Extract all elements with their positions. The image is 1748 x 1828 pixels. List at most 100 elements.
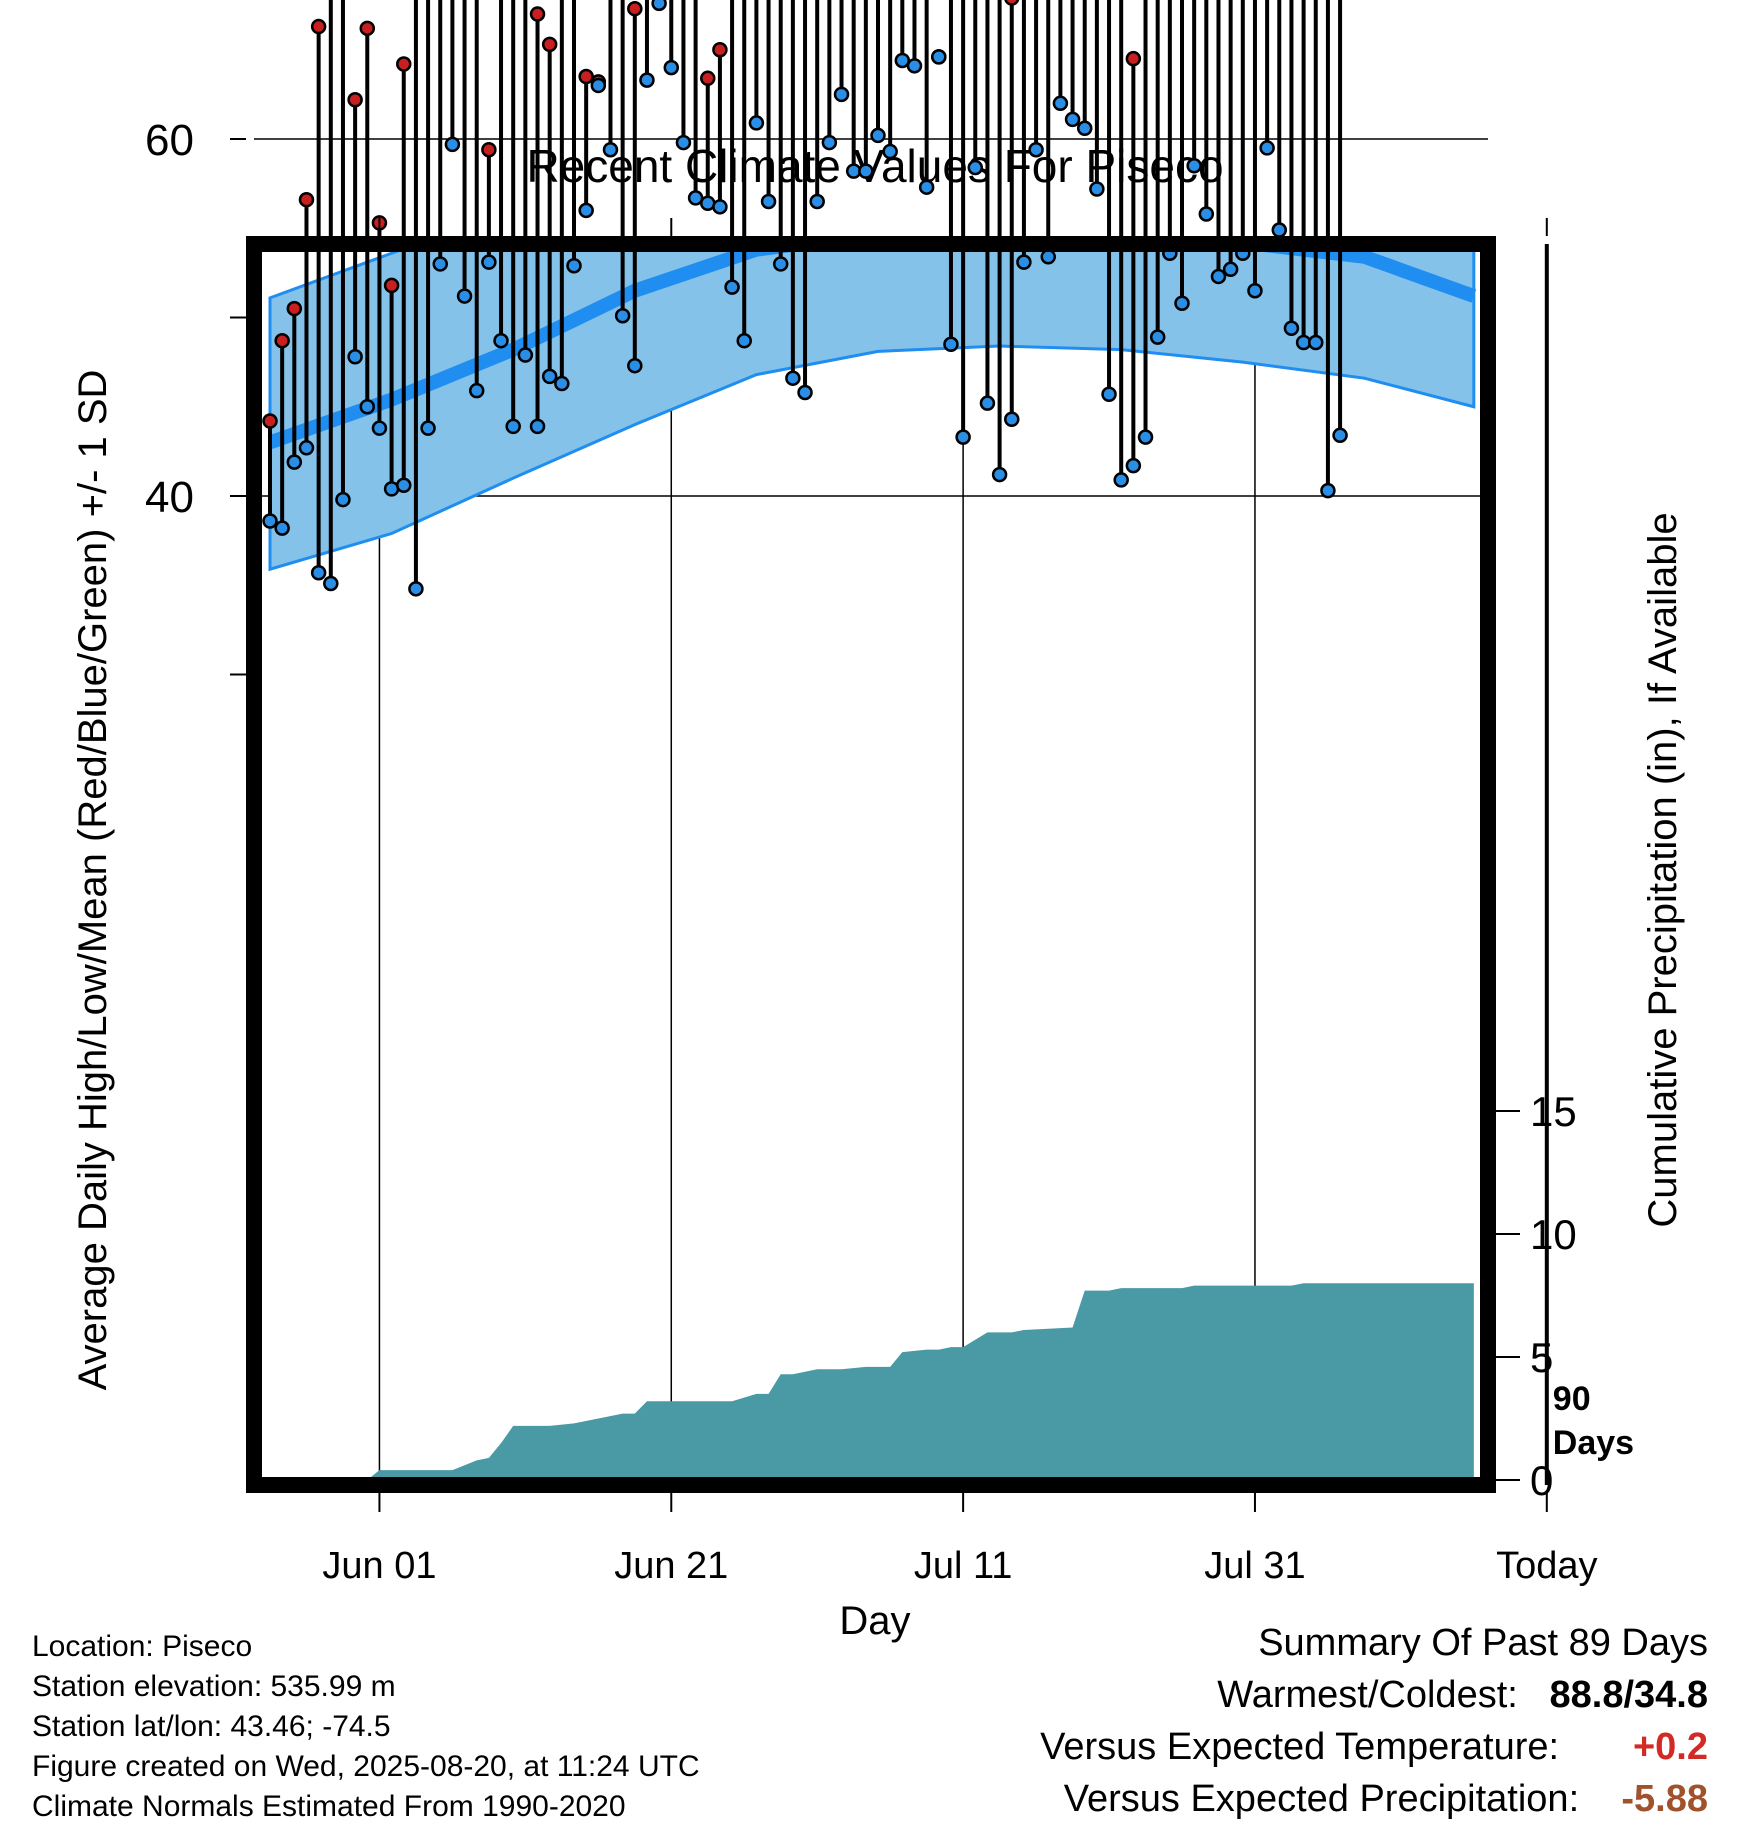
window-label-unit: Days	[1553, 1424, 1634, 1462]
summary-warm-cold-value: 88.8/34.8	[1549, 1674, 1708, 1716]
x-tick-label: Today	[1496, 1545, 1597, 1587]
chart-title: Recent Climate Values For Piseco	[526, 140, 1223, 192]
low-point	[724, 279, 740, 295]
high-point	[347, 91, 363, 108]
high-point	[274, 332, 290, 349]
y-axis-label: Average Daily High/Low/Mean (Red/Blue/Gr…	[71, 370, 115, 1391]
low-point	[420, 420, 436, 436]
low-point	[687, 190, 704, 206]
plot-frame	[246, 236, 1496, 1493]
window-label-number: 90	[1553, 1380, 1591, 1418]
low-point	[760, 193, 777, 210]
summary-title: Summary Of Past 89 Days	[1258, 1622, 1708, 1664]
low-point	[1332, 427, 1348, 444]
high-point	[481, 141, 497, 158]
low-point	[821, 134, 838, 151]
low-point	[894, 52, 911, 69]
low-point	[408, 581, 424, 597]
low-point	[1064, 111, 1081, 128]
precip-area	[270, 1283, 1474, 1485]
low-point	[274, 520, 290, 536]
summary-temp-value: +0.2	[1632, 1726, 1708, 1768]
low-point	[639, 72, 655, 88]
high-point	[541, 36, 558, 53]
high-point	[529, 6, 546, 22]
low-point	[590, 77, 607, 94]
low-point	[955, 429, 971, 445]
low-point	[614, 307, 631, 324]
low-point	[1052, 95, 1069, 112]
footer-location: Location: Piseco	[32, 1630, 253, 1663]
high-point	[359, 20, 376, 37]
high-point	[298, 191, 315, 208]
low-point	[1174, 295, 1190, 311]
low-point	[785, 370, 801, 386]
high-point	[578, 68, 594, 85]
low-point	[517, 347, 534, 363]
low-point	[858, 163, 874, 179]
y-tick-label: 40	[145, 473, 194, 522]
low-point	[870, 127, 886, 144]
low-point	[323, 575, 339, 592]
y2-tick-label: 15	[1530, 1088, 1577, 1135]
x-axis-label: Day	[839, 1599, 910, 1643]
low-point	[1004, 411, 1020, 427]
footer-elevation: Station elevation: 535.99 m	[32, 1670, 396, 1703]
low-point	[1028, 141, 1044, 158]
low-point	[1016, 254, 1032, 270]
summary-precip: Versus Expected Precipitation: -5.88	[1064, 1778, 1708, 1821]
low-point	[347, 349, 363, 365]
footer-created: Figure created on Wed, 2025-08-20, at 11…	[32, 1750, 700, 1783]
y2-tick-label: 0	[1530, 1457, 1553, 1504]
low-point	[541, 368, 558, 385]
low-point	[505, 418, 521, 435]
high-point	[712, 42, 728, 58]
low-point	[371, 420, 388, 436]
x-tick-label: Jun 21	[614, 1545, 728, 1587]
low-point	[736, 332, 752, 349]
x-tick-label: Jun 01	[322, 1545, 436, 1587]
low-point	[481, 254, 497, 270]
low-point	[1040, 249, 1056, 265]
footer-normals: Climate Normals Estimated From 1990-2020	[32, 1790, 626, 1823]
low-point	[991, 466, 1008, 483]
low-point	[310, 565, 327, 581]
low-point	[627, 357, 643, 374]
low-point	[833, 86, 850, 103]
low-point	[1125, 457, 1142, 474]
low-point	[456, 288, 473, 304]
low-point	[1247, 282, 1263, 299]
low-point	[286, 454, 303, 470]
low-point	[529, 418, 546, 435]
high-point	[627, 0, 643, 17]
low-point	[396, 477, 412, 494]
summary-precip-value: -5.88	[1621, 1778, 1708, 1820]
low-point	[1259, 140, 1275, 156]
y2-axis-label: Cumulative Precipitation (in), If Availa…	[1641, 512, 1685, 1227]
footer-latlon: Station lat/lon: 43.46; -74.5	[32, 1710, 391, 1743]
low-point	[578, 202, 594, 219]
low-point	[298, 440, 315, 456]
low-point	[1089, 181, 1105, 197]
high-point	[383, 277, 400, 294]
low-point	[493, 332, 509, 349]
low-point	[712, 199, 728, 215]
high-point	[700, 70, 716, 87]
low-point	[1149, 329, 1166, 345]
low-point	[882, 143, 898, 160]
y-tick-label: 60	[145, 116, 194, 165]
low-point	[432, 256, 448, 272]
summary-temp: Versus Expected Temperature: +0.2	[1040, 1726, 1708, 1769]
low-point	[1320, 482, 1336, 499]
low-point	[675, 134, 692, 151]
low-point	[1283, 320, 1300, 336]
low-point	[918, 179, 935, 195]
low-point	[1308, 334, 1324, 351]
low-point	[602, 141, 619, 158]
low-point	[651, 0, 667, 12]
low-point	[772, 256, 789, 272]
summary-warm-cold-label: Warmest/Coldest:	[1217, 1674, 1518, 1716]
low-point	[967, 159, 984, 176]
